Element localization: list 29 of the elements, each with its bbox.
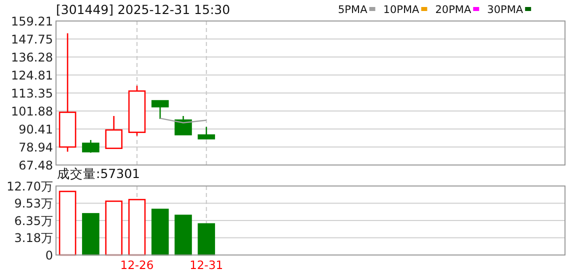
y-tick-label: 12.70万: [6, 180, 53, 194]
legend-label: 10PMA: [383, 4, 420, 16]
x-tick-label: 12-26: [120, 258, 154, 272]
y-tick-label: 113.35: [11, 86, 53, 100]
y-tick-label: 159.21: [11, 14, 53, 28]
y-tick-label: 78.94: [18, 140, 53, 155]
y-tick-label: 101.88: [11, 104, 53, 118]
chart-title: [301449] 2025-12-31 15:30: [56, 2, 230, 17]
y-tick-label: 9.53万: [14, 196, 53, 211]
legend-label: 5PMA: [338, 4, 368, 16]
bar: [82, 213, 100, 256]
bar: [128, 198, 146, 256]
legend-label: 30PMA: [487, 4, 524, 16]
y-tick-label: 3.18万: [14, 231, 53, 246]
bar: [198, 223, 216, 256]
y-tick-label: 67.48: [18, 158, 53, 172]
y-tick-label: 124.81: [11, 68, 53, 82]
legend-label: 20PMA: [435, 4, 472, 16]
bar: [58, 190, 76, 256]
y-tick-label: 90.41: [18, 122, 53, 137]
bar: [174, 214, 192, 256]
bar: [151, 208, 169, 256]
y-tick-label: 136.28: [11, 50, 53, 64]
y-tick-label: 0: [45, 248, 53, 262]
x-tick-label: 12-31: [190, 258, 224, 272]
y-tick-label: 6.35万: [14, 214, 53, 228]
y-tick-label: 147.75: [11, 32, 53, 46]
chart-title: 成交量:57301: [57, 166, 140, 181]
bar: [105, 200, 122, 256]
